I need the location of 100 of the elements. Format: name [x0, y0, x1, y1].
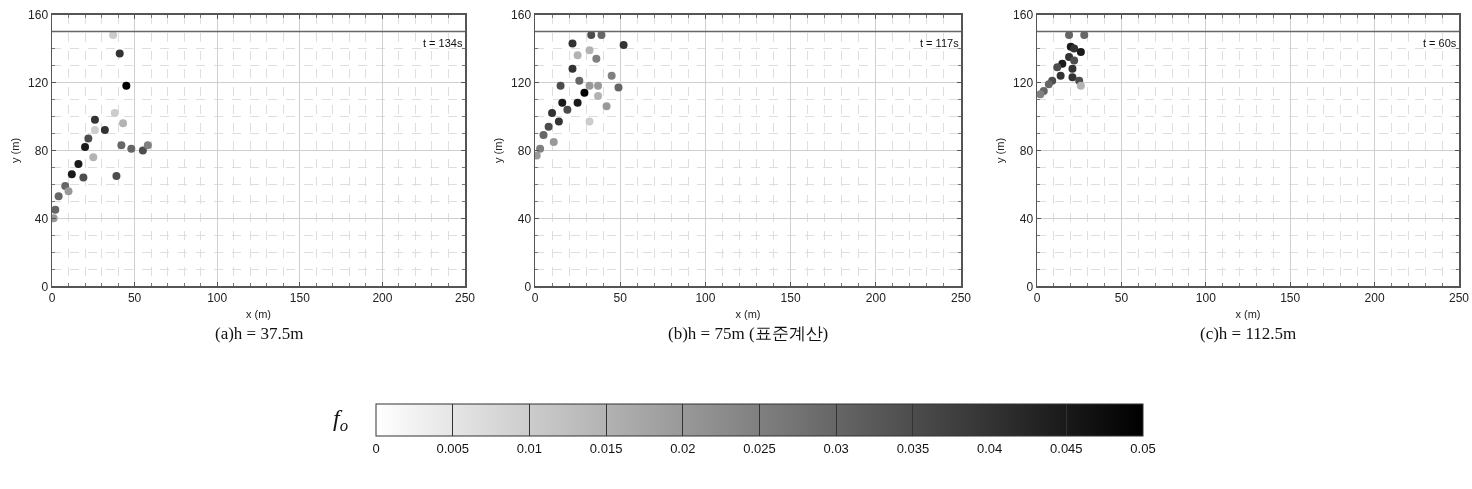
color-bar-label: 0.02: [670, 440, 696, 456]
y-tick-label: 80: [34, 143, 49, 158]
x-tick-label: 150: [780, 291, 801, 306]
point: [619, 41, 628, 50]
point: [573, 51, 582, 60]
x-tick-label: 50: [1114, 291, 1129, 306]
point: [1076, 81, 1085, 90]
y-tick-label: 120: [511, 75, 532, 90]
y-tick-label: 0: [524, 279, 532, 294]
point: [1053, 63, 1062, 72]
point: [1076, 47, 1085, 56]
y-tick-label: 160: [28, 7, 49, 22]
x-tick-label: 250: [950, 291, 972, 306]
point: [1056, 71, 1065, 80]
point: [100, 126, 109, 135]
x-tick-label: 200: [865, 291, 887, 306]
color-bar-title: f$_{o}$: [333, 405, 349, 436]
point: [122, 81, 131, 90]
point: [115, 49, 124, 58]
point: [117, 141, 126, 150]
point: [580, 88, 589, 97]
x-tick-label: 200: [1364, 291, 1385, 306]
point: [110, 109, 119, 118]
color-bar-label: 0.025: [743, 440, 776, 456]
y-tick-label: 0: [1026, 279, 1034, 294]
x-tick-label: 150: [289, 291, 311, 306]
point: [554, 117, 563, 126]
point: [138, 146, 147, 155]
annotation: t = 134s: [423, 37, 463, 49]
y-tick-label: 40: [1019, 211, 1034, 226]
color-bar-label: 0.015: [589, 440, 623, 456]
point: [614, 83, 623, 92]
color-bar-label: 0.03: [823, 440, 849, 456]
y-tick-label: 160: [1013, 7, 1034, 22]
point: [89, 153, 98, 162]
point: [119, 119, 128, 128]
point: [556, 81, 565, 90]
y-tick-label: 40: [517, 211, 532, 226]
x-axis-title: x (m): [245, 308, 272, 321]
point: [585, 81, 594, 90]
point: [90, 126, 99, 135]
point: [84, 134, 93, 143]
y-axis-title: y (m): [8, 137, 21, 163]
point: [112, 171, 121, 180]
point: [592, 54, 601, 63]
y-axis-title: y (m): [993, 137, 1006, 163]
point: [585, 46, 594, 55]
color-bar-label: 0.005: [436, 440, 469, 456]
point: [74, 160, 83, 168]
point: [1037, 90, 1045, 99]
y-tick-label: 120: [1013, 75, 1034, 90]
x-tick-label: 200: [372, 291, 393, 306]
point: [1068, 64, 1077, 73]
y-tick-label: 0: [41, 279, 49, 294]
x-tick-label: 150: [1280, 291, 1301, 306]
text: (c)h = 112.5m: [1200, 324, 1297, 343]
x-tick-label: 100: [1195, 291, 1217, 306]
point: [54, 192, 63, 201]
point: [81, 143, 90, 152]
x-tick-label: 50: [127, 291, 142, 306]
color-bar-label: 0: [372, 440, 380, 456]
point: [558, 98, 567, 107]
point: [568, 64, 577, 73]
point: [563, 105, 572, 114]
x-tick-label: 250: [1448, 291, 1470, 306]
y-tick-label: 40: [34, 211, 49, 226]
x-tick-label: 100: [207, 291, 228, 306]
y-tick-label: 120: [28, 75, 49, 90]
point: [539, 131, 548, 140]
color-bar-label: 0.05: [1130, 440, 1156, 456]
text: (b)h = 75m (표준계산): [668, 324, 829, 343]
y-tick-label: 160: [511, 7, 532, 22]
point: [1070, 44, 1079, 53]
color-bar-label: 0.035: [896, 440, 930, 456]
point: [548, 109, 557, 118]
point: [573, 98, 582, 107]
x-tick-label: 100: [695, 291, 716, 306]
point: [607, 71, 616, 80]
y-axis-title: y (m): [491, 137, 504, 163]
point: [143, 141, 152, 150]
color-bar-label: 0.04: [976, 440, 1003, 456]
point: [127, 144, 136, 153]
point: [575, 76, 584, 85]
y-tick-label: 80: [1019, 143, 1034, 158]
point: [64, 187, 73, 196]
x-tick-label: 50: [613, 291, 628, 306]
point: [544, 122, 553, 131]
x-axis-title: x (m): [1235, 308, 1261, 321]
point: [602, 102, 611, 111]
point: [1044, 80, 1053, 89]
annotation: t = 60s: [1423, 37, 1457, 49]
point: [1070, 56, 1079, 65]
point: [594, 92, 603, 101]
point: [1068, 73, 1077, 82]
point: [52, 205, 60, 214]
color-bar-label: 0.045: [1050, 440, 1083, 456]
annotation: t = 117s: [920, 37, 960, 49]
y-tick-label: 80: [517, 143, 532, 158]
text: (a)h = 37.5m: [215, 324, 304, 343]
point: [67, 170, 76, 179]
